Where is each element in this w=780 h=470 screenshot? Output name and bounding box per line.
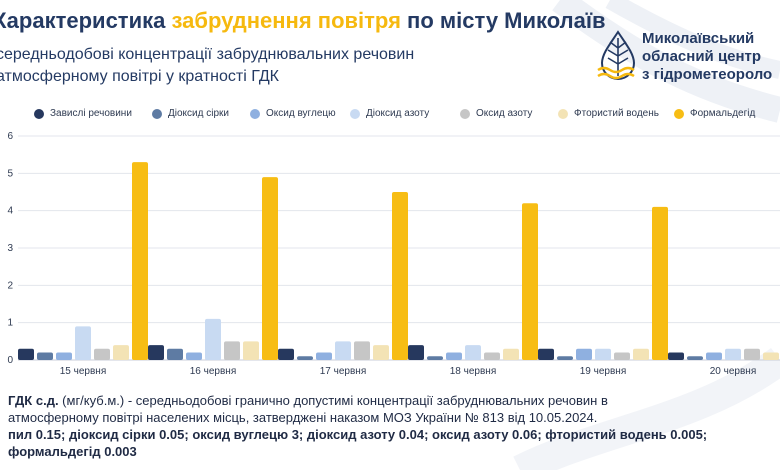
bar [354, 341, 370, 360]
y-tick-label: 2 [7, 280, 13, 291]
bar [373, 345, 389, 360]
bar [668, 352, 684, 360]
hydrometeorology-drop-icon [597, 30, 636, 80]
bar [205, 318, 221, 360]
bar [706, 352, 722, 360]
bar [652, 206, 668, 360]
legend-label: Діоксид азоту [366, 108, 430, 119]
bar [503, 348, 519, 360]
footnote: ГДК с.д. (мг/куб.м.) - середньодобові гр… [8, 392, 778, 460]
legend-swatch [674, 108, 684, 119]
title-suffix: по місту Миколаїв [400, 8, 606, 33]
footnote-line-2: атмосферному повітрі населених місць, за… [8, 410, 598, 425]
bar [392, 192, 408, 360]
page-subtitle: середньодобові концентрації забруднюваль… [0, 44, 466, 88]
footnote-limits-line-2: формальдегід 0.003 [8, 444, 137, 459]
org-line-2: обласний центр [642, 48, 762, 65]
bar [687, 356, 703, 360]
x-tick-label: 19 червня [580, 366, 626, 377]
x-tick-label: 20 червня [710, 366, 756, 377]
bar [427, 356, 443, 360]
legend-swatch [350, 108, 360, 119]
legend-swatch [250, 108, 260, 119]
x-tick-label: 18 червня [450, 366, 496, 377]
y-tick-label: 5 [7, 168, 13, 179]
footnote-definition: (мг/куб.м.) - середньодобові гранично до… [58, 393, 608, 408]
bar [316, 352, 332, 360]
title-accent: забруднення повітря [171, 8, 401, 33]
bar [465, 345, 481, 360]
bar [37, 352, 53, 360]
legend-swatch [152, 108, 162, 119]
x-tick-label: 15 червня [60, 366, 106, 377]
legend-item: Формальдегід [674, 108, 755, 119]
legend-label: Діоксид сірки [168, 108, 229, 119]
bar [262, 177, 278, 360]
bar [484, 352, 500, 360]
org-line-1: Миколаївський [642, 30, 755, 47]
page-title: Характеристика забруднення повітря по мі… [0, 8, 606, 34]
title-prefix: Характеристика [0, 8, 172, 33]
legend-swatch [558, 108, 568, 119]
legend-label: Завислі речовини [50, 108, 132, 119]
legend-item: Діоксид сірки [152, 108, 229, 119]
bar [576, 348, 592, 360]
legend-swatch [34, 108, 44, 119]
y-tick-label: 6 [7, 131, 13, 142]
legend-label: Формальдегід [690, 108, 756, 119]
bar [278, 348, 294, 360]
chart-legend: Завислі речовини Діоксид сірки Оксид вугле… [34, 108, 780, 126]
footnote-term: ГДК с.д. [8, 393, 59, 408]
bar [744, 348, 760, 360]
legend-item: Оксид вуглецю [250, 108, 336, 119]
bar [763, 352, 779, 360]
bar [446, 352, 462, 360]
bar [408, 345, 424, 360]
bar [75, 326, 91, 360]
bar [18, 348, 34, 360]
organization-name: Миколаївський обласний центр з гідромете… [642, 30, 780, 84]
bar [725, 348, 741, 360]
y-tick-label: 3 [7, 243, 13, 254]
bar [224, 341, 240, 360]
y-tick-label: 1 [7, 318, 13, 329]
bar [113, 345, 129, 360]
footnote-line-1: ГДК с.д. (мг/куб.м.) - середньодобові гр… [8, 392, 778, 409]
bar [56, 352, 72, 360]
bar [522, 203, 538, 360]
y-tick-label: 4 [7, 206, 13, 217]
legend-item: Оксид азоту [460, 108, 532, 119]
x-tick-label: 16 червня [190, 366, 236, 377]
footnote-limits-line: пил 0.15; діоксид сірки 0.05; оксид вугл… [8, 427, 708, 442]
bar [614, 352, 630, 360]
bar [538, 348, 554, 360]
subtitle-line-1: середньодобові концентрації забруднюваль… [0, 46, 415, 63]
subtitle-line-2: атмосферному повітрі у кратності ГДК [0, 68, 279, 85]
legend-label: Фтористий водень [574, 108, 659, 119]
bar [335, 341, 351, 360]
legend-swatch [460, 108, 470, 119]
bar [94, 348, 110, 360]
bar-chart: 0 1 2 3 4 5 6 15 червня 16 червня 17 червня 18 чер… [7, 131, 780, 377]
x-tick-label: 17 червня [320, 366, 366, 377]
bar [243, 341, 259, 360]
bar [633, 348, 649, 360]
bar [557, 356, 573, 360]
bar [132, 162, 148, 360]
legend-item: Завислі речовини [34, 108, 132, 119]
bar [148, 345, 164, 360]
legend-item: Діоксид азоту [350, 108, 429, 119]
legend-item: Фтористий водень [558, 108, 659, 119]
bar [186, 352, 202, 360]
bar [595, 348, 611, 360]
bar [297, 356, 313, 360]
y-tick-label: 0 [7, 355, 13, 366]
org-line-3: з гідрометеороло [642, 66, 773, 83]
bar [167, 348, 183, 360]
legend-label: Оксид азоту [476, 108, 533, 119]
legend-label: Оксид вуглецю [266, 108, 336, 119]
